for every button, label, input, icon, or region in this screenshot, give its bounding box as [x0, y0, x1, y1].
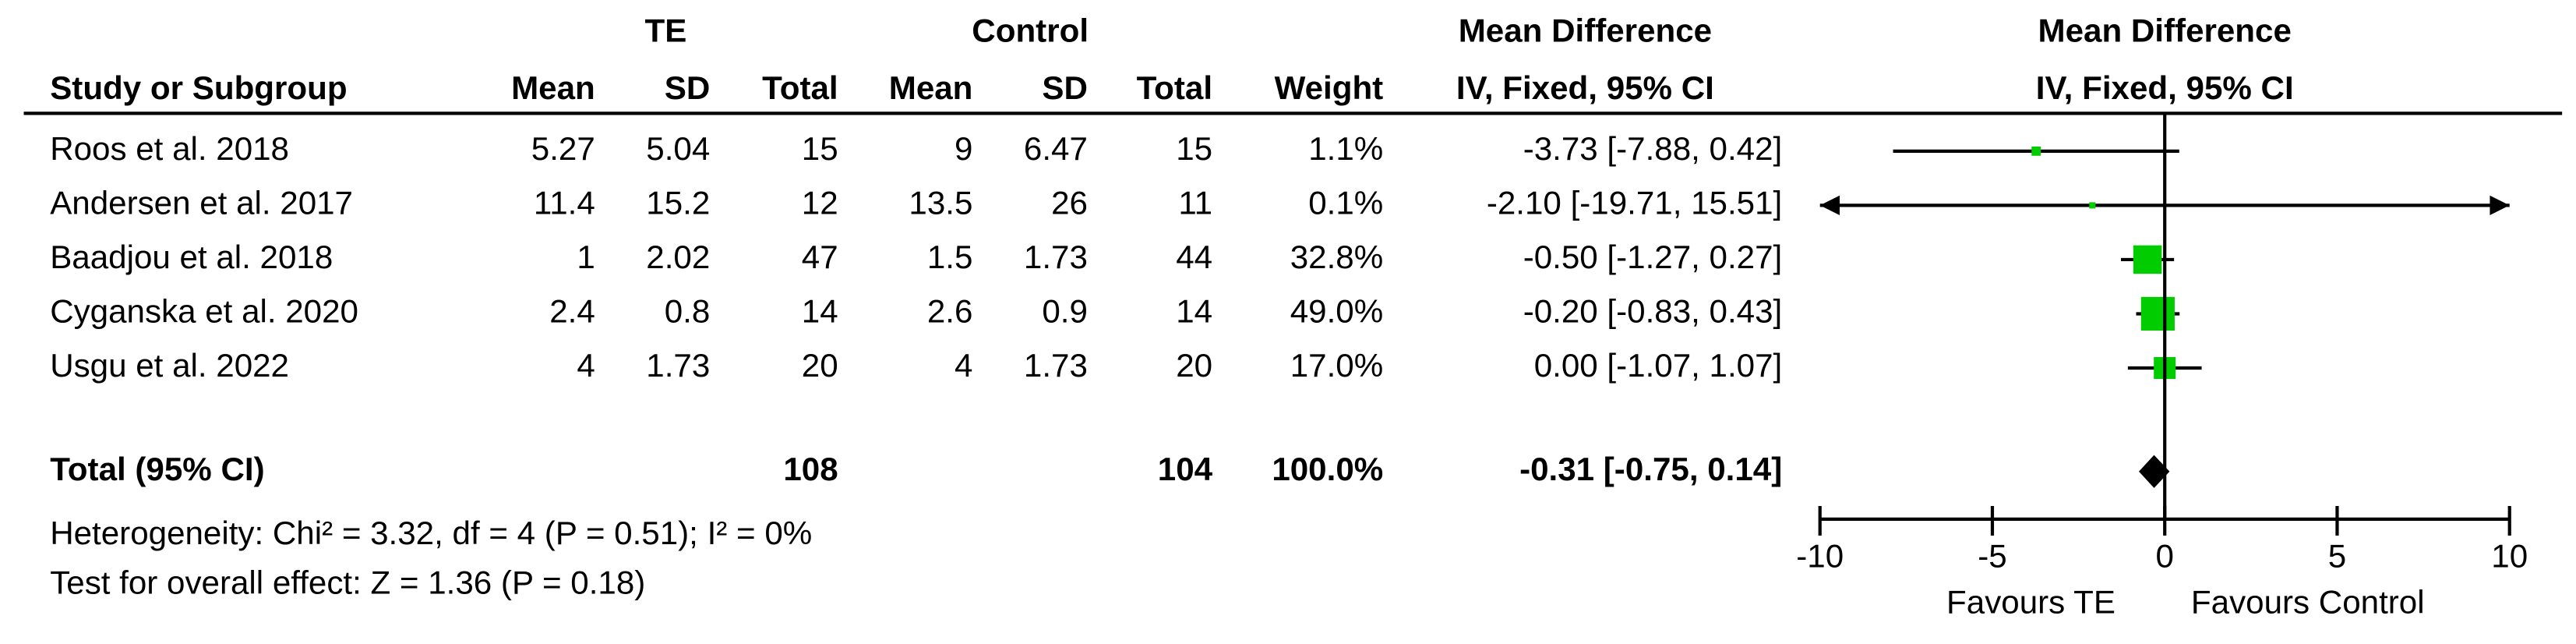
x-tick-label: 5 — [2328, 538, 2346, 575]
weight: 32.8% — [1290, 239, 1383, 275]
effect-ci: 0.00 [-1.07, 1.07] — [1534, 347, 1783, 384]
cell: 2.02 — [646, 239, 710, 275]
cell: 104 — [1158, 451, 1213, 487]
cell: 4 — [955, 347, 972, 384]
effect-square — [2140, 296, 2175, 331]
column-header: Weight — [1275, 69, 1384, 106]
study-name: Andersen et al. 2017 — [50, 185, 353, 221]
ci-arrow — [1819, 195, 1840, 216]
study-name: Usgu et al. 2022 — [50, 347, 289, 384]
heterogeneity: Heterogeneity: Chi² = 3.32, df = 4 (P = … — [50, 515, 812, 551]
x-tick-label: -5 — [1978, 538, 2006, 575]
cell: 1.73 — [1024, 347, 1088, 384]
ci-arrow — [2490, 195, 2510, 216]
cell: 108 — [783, 451, 838, 487]
column-header: SD — [665, 69, 711, 106]
total-name: Total (95% CI) — [50, 451, 264, 487]
cell: 1.5 — [927, 239, 973, 275]
column-header: Total — [1137, 69, 1213, 106]
cell: 15 — [1176, 130, 1212, 167]
favours-right: Favours Control — [2191, 584, 2425, 621]
effect-square — [2031, 146, 2041, 156]
effect-ci: -0.20 [-0.83, 0.43] — [1523, 293, 1783, 330]
weight: 49.0% — [1290, 293, 1383, 330]
cell: 1.73 — [1024, 239, 1088, 275]
cell: 5.04 — [646, 130, 710, 167]
weight: 0.1% — [1308, 185, 1383, 221]
group-header: Mean Difference — [2038, 12, 2292, 48]
effect-ci: -3.73 [-7.88, 0.42] — [1523, 130, 1783, 167]
effect-ci: -2.10 [-19.71, 15.51] — [1487, 185, 1782, 221]
effect-ci: -0.50 [-1.27, 0.27] — [1523, 239, 1783, 275]
weight: 100.0% — [1272, 451, 1383, 487]
group-header: Mean Difference — [1459, 12, 1712, 48]
weight: 17.0% — [1290, 347, 1383, 384]
cell: 14 — [802, 293, 838, 330]
summary-diamond — [2139, 455, 2170, 488]
effect-square — [2089, 202, 2096, 209]
cell: 2.6 — [927, 293, 973, 330]
cell: 1 — [577, 239, 595, 275]
group-header: TE — [644, 12, 686, 48]
cell: 2.4 — [549, 293, 595, 330]
cell: 4 — [577, 347, 595, 384]
column-header: SD — [1042, 69, 1088, 106]
cell: 9 — [955, 130, 972, 167]
group-header: Control — [972, 12, 1089, 48]
favours-left: Favours TE — [1946, 584, 2115, 621]
column-header: Total — [762, 69, 838, 106]
overall-effect: Test for overall effect: Z = 1.36 (P = 0… — [50, 564, 645, 600]
study-name: Baadjou et al. 2018 — [50, 239, 333, 275]
effect-ci: -0.31 [-0.75, 0.14] — [1519, 451, 1782, 487]
study-name: Cyganska et al. 2020 — [50, 293, 358, 330]
cell: 47 — [802, 239, 838, 275]
column-header: Mean — [889, 69, 973, 106]
cell: 26 — [1051, 185, 1088, 221]
cell: 11 — [1178, 185, 1212, 221]
column-header: IV, Fixed, 95% CI — [1456, 69, 1714, 106]
column-header: IV, Fixed, 95% CI — [2036, 69, 2294, 106]
cell: 12 — [802, 185, 838, 221]
cell: 44 — [1176, 239, 1212, 275]
cell: 20 — [802, 347, 838, 384]
weight: 1.1% — [1308, 130, 1383, 167]
x-tick-label: -10 — [1796, 538, 1844, 575]
cell: 0.8 — [665, 293, 711, 330]
cell: 13.5 — [909, 185, 972, 221]
column-header: Study or Subgroup — [50, 69, 347, 106]
cell: 11.4 — [534, 185, 595, 221]
effect-square — [2133, 245, 2162, 274]
study-name: Roos et al. 2018 — [50, 130, 289, 167]
cell: 6.47 — [1024, 130, 1088, 167]
x-tick-label: 0 — [2155, 538, 2173, 575]
cell: 15 — [802, 130, 838, 167]
cell: 5.27 — [531, 130, 595, 167]
x-tick-label: 10 — [2491, 538, 2528, 575]
cell: 15.2 — [646, 185, 710, 221]
cell: 20 — [1176, 347, 1212, 384]
cell: 1.73 — [646, 347, 710, 384]
cell: 0.9 — [1042, 293, 1088, 330]
column-header: Mean — [511, 69, 595, 106]
cell: 14 — [1176, 293, 1212, 330]
